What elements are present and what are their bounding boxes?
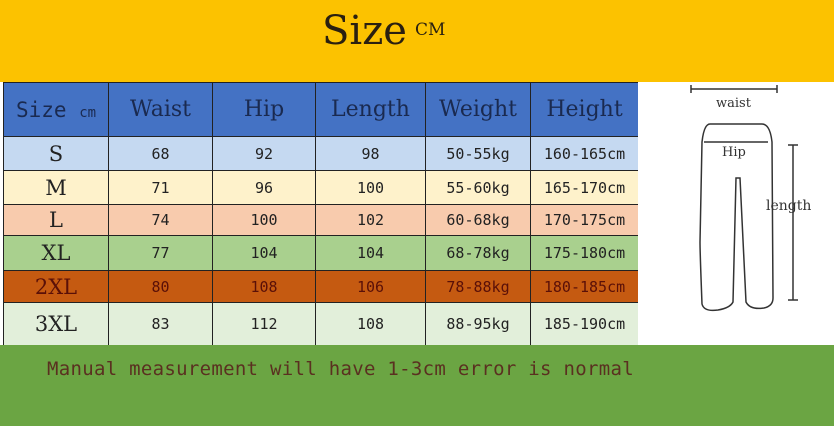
cell-length: 108 — [315, 302, 426, 346]
header-weight: Weight — [425, 82, 531, 137]
measurement-note: Manual measurement will have 1-3cm error… — [47, 358, 634, 380]
cell-hip: 108 — [212, 270, 316, 303]
cell-size: M — [3, 170, 109, 205]
header-hip: Hip — [212, 82, 316, 137]
cell-waist: 74 — [108, 204, 213, 236]
cell-height: 165-170cm — [530, 170, 639, 205]
cell-weight: 50-55kg — [425, 136, 531, 171]
length-label: length — [766, 198, 811, 214]
size-table: Size cm Waist Hip Length Weight Height S… — [3, 82, 639, 346]
cell-hip: 92 — [212, 136, 316, 171]
cell-length: 106 — [315, 270, 426, 303]
cell-length: 100 — [315, 170, 426, 205]
header-size: Size cm — [3, 82, 109, 137]
cell-weight: 78-88kg — [425, 270, 531, 303]
cell-hip: 112 — [212, 302, 316, 346]
table-row: XL 77 104 104 68-78kg 175-180cm — [3, 235, 639, 271]
cell-waist: 80 — [108, 270, 213, 303]
cell-waist: 71 — [108, 170, 213, 205]
cell-waist: 68 — [108, 136, 213, 171]
cell-weight: 88-95kg — [425, 302, 531, 346]
table-row: 3XL 83 112 108 88-95kg 185-190cm — [3, 302, 639, 346]
cell-size: XL — [3, 235, 109, 271]
title-banner: Size CM — [0, 0, 834, 82]
cell-size: S — [3, 136, 109, 171]
cell-size: 2XL — [3, 270, 109, 303]
cell-size: L — [3, 204, 109, 236]
header-row: Size cm Waist Hip Length Weight Height — [3, 82, 639, 137]
cell-hip: 100 — [212, 204, 316, 236]
table-row: M 71 96 100 55-60kg 165-170cm — [3, 170, 639, 205]
cell-height: 180-185cm — [530, 270, 639, 303]
header-waist: Waist — [108, 82, 213, 137]
cell-height: 160-165cm — [530, 136, 639, 171]
pants-diagram: waist Hip length — [638, 82, 834, 345]
cell-length: 104 — [315, 235, 426, 271]
cell-size: 3XL — [3, 302, 109, 346]
cell-height: 185-190cm — [530, 302, 639, 346]
cell-length: 98 — [315, 136, 426, 171]
cell-length: 102 — [315, 204, 426, 236]
cell-weight: 60-68kg — [425, 204, 531, 236]
cell-weight: 68-78kg — [425, 235, 531, 271]
cell-waist: 77 — [108, 235, 213, 271]
table-row: L 74 100 102 60-68kg 170-175cm — [3, 204, 639, 236]
cell-hip: 96 — [212, 170, 316, 205]
waist-label: waist — [716, 96, 752, 111]
footer-banner — [0, 345, 834, 426]
cell-height: 170-175cm — [530, 204, 639, 236]
header-length: Length — [315, 82, 426, 137]
table-row: 2XL 80 108 106 78-88kg 180-185cm — [3, 270, 639, 303]
header-height: Height — [530, 82, 639, 137]
cell-weight: 55-60kg — [425, 170, 531, 205]
table-row: S 68 92 98 50-55kg 160-165cm — [3, 136, 639, 171]
cell-waist: 83 — [108, 302, 213, 346]
cell-hip: 104 — [212, 235, 316, 271]
cell-height: 175-180cm — [530, 235, 639, 271]
hip-label: Hip — [722, 145, 746, 160]
page-title: Size CM — [322, 8, 446, 54]
title-unit: CM — [414, 20, 446, 40]
pants-icon — [690, 85, 798, 312]
